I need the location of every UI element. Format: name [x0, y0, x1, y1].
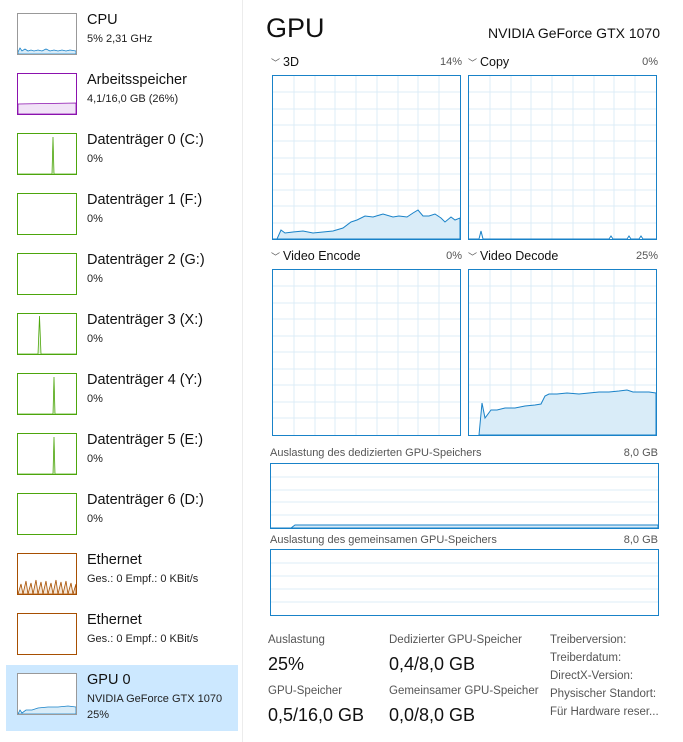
graph-selector-copy[interactable]: ﹀ Copy — [468, 55, 509, 69]
graph-selector-video-encode[interactable]: ﹀ Video Encode — [271, 249, 361, 263]
graph-percent: 14% — [439, 56, 462, 68]
shared-memory-graph — [270, 549, 659, 616]
sidebar-item-subtitle: 0% — [87, 393, 103, 405]
hardware-reserved-label: Für Hardware reser... — [550, 706, 659, 718]
sidebar-item-subtitle: 0% — [87, 273, 103, 285]
shared-memory-max: 8,0 GB — [623, 534, 658, 546]
sidebar-item-disk-1[interactable]: Datenträger 1 (F:) 0% — [6, 185, 238, 245]
sidebar-item-title: CPU — [87, 12, 118, 28]
sidebar-item-subtitle: 0% — [87, 453, 103, 465]
sidebar-item-subtitle: 0% — [87, 333, 103, 345]
gpu-thumbnail — [17, 673, 77, 715]
driver-date-label: Treiberdatum: — [550, 652, 622, 664]
sidebar-item-subtitle: 0% — [87, 153, 103, 165]
sidebar-item-title: Datenträger 3 (X:) — [87, 312, 204, 328]
disk-thumbnail — [17, 133, 77, 175]
utilization-value: 25% — [268, 654, 305, 674]
sidebar-item-memory[interactable]: Arbeitsspeicher 4,1/16,0 GB (26%) — [6, 65, 238, 125]
sidebar-item-ethernet-1[interactable]: Ethernet Ges.: 0 Empf.: 0 KBit/s — [6, 545, 238, 605]
sidebar-item-title: Ethernet — [87, 612, 142, 628]
sidebar-item-subtitle: 4,1/16,0 GB (26%) — [87, 93, 179, 105]
graph-label: Video Decode — [480, 249, 559, 263]
graph-label: Video Encode — [283, 249, 361, 263]
graph-video-encode — [272, 269, 461, 436]
sidebar-item-subtitle: Ges.: 0 Empf.: 0 KBit/s — [87, 633, 199, 645]
graph-copy — [468, 75, 657, 240]
directx-version-label: DirectX-Version: — [550, 670, 634, 682]
sidebar-item-subtitle: 5% 2,31 GHz — [87, 33, 153, 45]
shared-memory-label: Auslastung des gemeinsamen GPU-Speichers — [270, 534, 497, 546]
sidebar-item-title: Datenträger 5 (E:) — [87, 432, 204, 448]
disk-thumbnail — [17, 193, 77, 235]
page-title: GPU — [266, 13, 325, 43]
dedicated-memory-graph — [270, 463, 659, 529]
sidebar-item-title: Arbeitsspeicher — [87, 72, 187, 88]
ethernet-thumbnail — [17, 553, 77, 595]
chevron-down-icon: ﹀ — [271, 58, 281, 68]
sidebar-item-disk-4[interactable]: Datenträger 4 (Y:) 0% — [6, 365, 238, 425]
graph-percent: 0% — [446, 250, 462, 262]
sidebar-item-title: Datenträger 4 (Y:) — [87, 372, 203, 388]
chevron-down-icon: ﹀ — [468, 252, 478, 262]
shared-memory-stat-value: 0,0/8,0 GB — [389, 705, 476, 725]
graph-3d — [272, 75, 461, 240]
sidebar-item-disk-0[interactable]: Datenträger 0 (C:) 0% — [6, 125, 238, 185]
driver-version-label: Treiberversion: — [550, 634, 627, 646]
sidebar-item-gpu-0[interactable]: GPU 0 NVIDIA GeForce GTX 1070 25% — [6, 665, 238, 731]
gpu-memory-label: GPU-Speicher — [268, 685, 343, 697]
sidebar-item-ethernet-2[interactable]: Ethernet Ges.: 0 Empf.: 0 KBit/s — [6, 605, 238, 665]
disk-thumbnail — [17, 433, 77, 475]
graph-selector-video-decode[interactable]: ﹀ Video Decode — [468, 249, 558, 263]
sidebar-item-subtitle: Ges.: 0 Empf.: 0 KBit/s — [87, 573, 199, 585]
graph-selector-3d[interactable]: ﹀ 3D — [271, 55, 299, 69]
sidebar-item-title: Datenträger 1 (F:) — [87, 192, 203, 208]
dedicated-memory-stat-value: 0,4/8,0 GB — [389, 654, 476, 674]
disk-thumbnail — [17, 253, 77, 295]
sidebar-item-title: Datenträger 2 (G:) — [87, 252, 205, 268]
chevron-down-icon: ﹀ — [468, 58, 478, 68]
memory-thumbnail — [17, 73, 77, 115]
chevron-down-icon: ﹀ — [271, 252, 281, 262]
graph-label: 3D — [283, 55, 299, 69]
graph-label: Copy — [480, 55, 510, 69]
disk-thumbnail — [17, 313, 77, 355]
gpu-model-name: NVIDIA GeForce GTX 1070 — [488, 25, 660, 41]
sidebar-item-title: Ethernet — [87, 552, 142, 568]
dedicated-memory-stat-label: Dedizierter GPU-Speicher — [389, 634, 522, 646]
sidebar-item-subtitle: NVIDIA GeForce GTX 1070 — [87, 693, 223, 705]
sidebar-item-title: Datenträger 6 (D:) — [87, 492, 204, 508]
sidebar-item-subtitle: 0% — [87, 513, 103, 525]
dedicated-memory-label: Auslastung des dedizierten GPU-Speichers — [270, 447, 482, 459]
disk-thumbnail — [17, 493, 77, 535]
gpu-detail-panel: GPU NVIDIA GeForce GTX 1070 ﹀ 3D 14% ﹀ Cop… — [243, 0, 683, 742]
sidebar-item-disk-2[interactable]: Datenträger 2 (G:) 0% — [6, 245, 238, 305]
utilization-label: Auslastung — [268, 634, 325, 646]
sidebar: CPU 5% 2,31 GHz Arbeitsspeicher 4,1/16,0… — [0, 0, 243, 742]
sidebar-item-title: GPU 0 — [87, 672, 131, 688]
graph-percent: 25% — [635, 250, 658, 262]
shared-memory-stat-label: Gemeinsamer GPU-Speicher — [389, 685, 539, 697]
sidebar-item-disk-6[interactable]: Datenträger 6 (D:) 0% — [6, 485, 238, 545]
dedicated-memory-max: 8,0 GB — [623, 447, 658, 459]
sidebar-item-subtitle: 0% — [87, 213, 103, 225]
sidebar-item-title: Datenträger 0 (C:) — [87, 132, 204, 148]
physical-location-label: Physischer Standort: — [550, 688, 657, 700]
sidebar-item-disk-3[interactable]: Datenträger 3 (X:) 0% — [6, 305, 238, 365]
graph-percent: 0% — [642, 56, 658, 68]
sidebar-item-cpu[interactable]: CPU 5% 2,31 GHz — [6, 5, 238, 65]
disk-thumbnail — [17, 373, 77, 415]
gpu-memory-value: 0,5/16,0 GB — [268, 705, 365, 725]
ethernet-thumbnail — [17, 613, 77, 655]
cpu-thumbnail — [17, 13, 77, 55]
sidebar-item-subtitle-2: 25% — [87, 709, 110, 721]
sidebar-item-disk-5[interactable]: Datenträger 5 (E:) 0% — [6, 425, 238, 485]
graph-video-decode — [468, 269, 657, 436]
